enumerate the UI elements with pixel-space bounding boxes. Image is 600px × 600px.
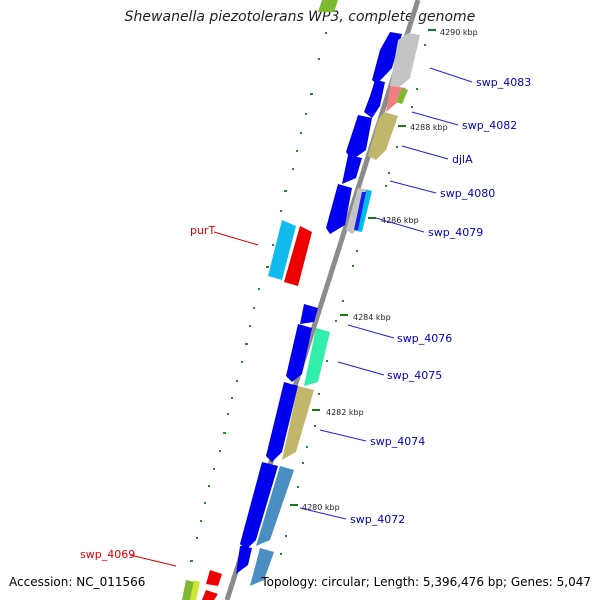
gene-partial-top[interactable]: [318, 0, 338, 12]
gene-blue: [300, 304, 318, 324]
gene-blue: [364, 80, 385, 118]
gene-label-swp-4075[interactable]: swp_4075: [387, 369, 442, 382]
gene-swp4074: [282, 386, 314, 460]
gene-blue: [346, 115, 372, 160]
leader-lines-reverse: [129, 231, 259, 567]
kbp-ticks: [290, 29, 436, 506]
tick-label-4284: 4284 kbp: [353, 313, 391, 322]
gene-swp4079: [356, 190, 372, 232]
tick-label-4288: 4288 kbp: [410, 123, 448, 132]
feature-genes-upper[interactable]: [346, 33, 420, 234]
gene-label-djlA[interactable]: djlA: [452, 153, 473, 166]
gene-bottom-red2: [202, 590, 218, 600]
tick-label-4290: 4290 kbp: [440, 28, 478, 37]
gene-blue: [372, 32, 402, 84]
gene-swp4082-b: [396, 88, 408, 104]
gene-djlA: [368, 112, 398, 160]
gene-label-swp-4072[interactable]: swp_4072: [350, 513, 405, 526]
gene-swp4072: [256, 466, 294, 546]
gene-label-swp-4082[interactable]: swp_4082: [462, 119, 517, 132]
gene-label-swp-4080[interactable]: swp_4080: [440, 187, 495, 200]
leader-lines-forward: [299, 67, 473, 520]
dotted-scale-arc: [190, 32, 327, 562]
gene-label-swp-4076[interactable]: swp_4076: [397, 332, 452, 345]
gene-swp4083: [390, 33, 420, 90]
gene-red: [284, 226, 312, 286]
tick-label-4280: 4280 kbp: [302, 503, 340, 512]
accession-label: Accession: NC_011566: [9, 575, 146, 589]
reverse-genes-bottom[interactable]: [182, 570, 222, 600]
gene-label-swp-4083[interactable]: swp_4083: [476, 76, 531, 89]
tick-label-4282: 4282 kbp: [326, 408, 364, 417]
gene-blue: [236, 546, 252, 574]
gene-cyan: [268, 220, 296, 280]
gene-swp4072b: [250, 548, 274, 586]
gene-label-swp-4074[interactable]: swp_4074: [370, 435, 425, 448]
gene-label-swp-4069[interactable]: swp_4069: [80, 548, 135, 561]
gene-swp4079-b: [354, 192, 366, 230]
gene-bottom-yellowgreen: [190, 580, 200, 600]
map-title: Shewanella piezotolerans WP3, complete g…: [124, 9, 476, 25]
forward-genes-middle[interactable]: [236, 304, 330, 586]
forward-genes-upper[interactable]: [326, 32, 402, 234]
gene-swp4075: [304, 328, 330, 386]
genome-summary: Topology: circular; Length: 5,396,476 bp…: [261, 575, 591, 589]
gene-label-purT[interactable]: purT: [190, 224, 215, 237]
gene-blue: [266, 382, 298, 462]
gene-blue: [286, 324, 312, 382]
dotted-tick-arc: [280, 44, 426, 555]
reverse-genes-purT[interactable]: [268, 220, 312, 286]
gene-blue: [326, 184, 352, 234]
gene-blue: [342, 155, 362, 184]
gene-label-swp-4079[interactable]: swp_4079: [428, 226, 483, 239]
gene-bottom-red: [206, 570, 222, 586]
tick-label-4286: 4286 kbp: [381, 216, 419, 225]
gene-blue: [240, 462, 278, 550]
